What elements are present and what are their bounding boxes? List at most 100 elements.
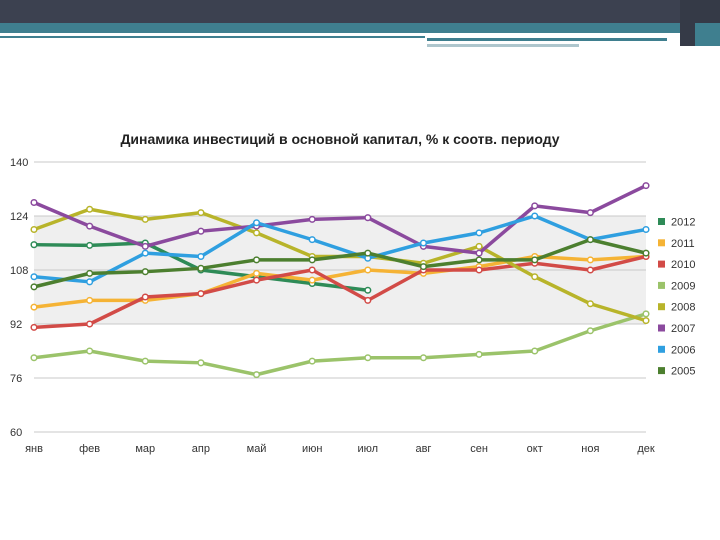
data-point: [197, 209, 205, 217]
legend-swatch: [658, 303, 665, 311]
data-point: [252, 269, 261, 277]
x-tick-label: апр: [192, 443, 210, 455]
data-point: [586, 256, 594, 264]
data-point: [308, 276, 316, 284]
series-layer: [30, 182, 650, 379]
series-2009: [30, 310, 650, 379]
data-point: [252, 276, 261, 284]
data-point: [30, 283, 38, 291]
legend-item: 2011: [658, 238, 695, 250]
series-line: [33, 254, 647, 330]
data-point: [30, 273, 38, 281]
data-point: [86, 241, 94, 249]
data-point: [531, 256, 539, 264]
data-point: [364, 354, 372, 362]
data-point: [86, 347, 94, 355]
x-tick-label: дек: [637, 443, 655, 455]
x-tick-label: янв: [25, 443, 43, 455]
series-line: [33, 184, 647, 255]
data-point: [419, 263, 428, 271]
data-point: [419, 239, 428, 247]
data-point: [308, 357, 316, 365]
data-point: [642, 317, 650, 325]
data-point: [197, 359, 205, 367]
data-point: [252, 229, 261, 237]
data-point: [586, 327, 594, 335]
chart-title: Динамика инвестиций в основной капитал, …: [120, 131, 559, 147]
x-axis-ticks: янв фев мар апр май июн июл авг сен окт ноя дек: [25, 443, 655, 455]
data-point: [86, 222, 94, 230]
legend: 2012 2011 2010 2009 2008 2007 2006 2005: [658, 217, 695, 378]
data-point: [475, 242, 483, 250]
data-point: [30, 354, 38, 362]
data-point: [86, 320, 94, 328]
legend-item: 2007: [658, 323, 695, 335]
x-tick-label: фев: [79, 443, 100, 455]
data-point: [197, 252, 205, 261]
data-point: [86, 296, 94, 304]
data-point: [197, 227, 205, 235]
x-tick-label: окт: [527, 443, 543, 455]
data-point: [531, 212, 539, 220]
data-point: [531, 273, 539, 281]
data-point: [364, 266, 372, 274]
data-point: [141, 242, 149, 250]
data-point: [475, 256, 483, 264]
data-point: [364, 296, 372, 304]
data-point: [642, 310, 650, 318]
legend-swatch: [658, 324, 665, 332]
x-tick-label: июн: [302, 443, 322, 455]
data-point: [475, 266, 483, 274]
data-point: [30, 225, 38, 234]
legend-item: 2008: [658, 302, 695, 314]
legend-label: 2009: [671, 280, 695, 292]
x-tick-label: авг: [415, 443, 431, 455]
data-point: [86, 205, 94, 213]
data-point: [197, 290, 205, 298]
data-point: [475, 249, 483, 257]
data-point: [252, 219, 261, 227]
x-tick-label: июл: [358, 443, 379, 455]
decorative-rule-left: [0, 36, 425, 38]
y-tick-label: 140: [10, 157, 28, 169]
data-point: [252, 256, 261, 264]
data-point: [141, 268, 149, 276]
legend-swatch: [658, 260, 665, 268]
series-2006: [30, 212, 650, 286]
x-tick-label: сен: [470, 443, 488, 455]
data-point: [419, 354, 428, 362]
data-point: [364, 214, 372, 222]
data-point: [642, 249, 650, 257]
legend-swatch: [658, 218, 665, 225]
data-point: [364, 286, 372, 294]
legend-item: 2012: [658, 217, 695, 229]
data-point: [30, 198, 38, 207]
data-point: [475, 229, 483, 237]
y-tick-label: 76: [10, 373, 22, 385]
x-tick-label: май: [247, 443, 267, 455]
data-point: [586, 209, 594, 217]
y-tick-label: 92: [10, 319, 22, 331]
data-point: [475, 350, 483, 358]
data-point: [586, 266, 594, 274]
data-point: [30, 241, 38, 249]
series-2005: [30, 236, 650, 291]
decorative-rule-right: [427, 38, 667, 41]
legend-label: 2005: [671, 366, 695, 378]
slide-accent-band: [0, 23, 720, 33]
legend-label: 2010: [671, 259, 695, 271]
series-line: [33, 214, 647, 284]
legend-item: 2009: [658, 280, 695, 292]
data-point: [586, 300, 594, 308]
legend-item: 2005: [658, 366, 695, 378]
series-line: [33, 312, 647, 377]
legend-swatch: [658, 281, 665, 289]
data-point: [531, 347, 539, 355]
data-point: [308, 256, 316, 264]
legend-label: 2007: [671, 323, 695, 335]
data-point: [86, 269, 94, 277]
slide-corner-accent: [695, 23, 720, 46]
series-2007: [30, 182, 650, 257]
data-point: [141, 357, 149, 365]
